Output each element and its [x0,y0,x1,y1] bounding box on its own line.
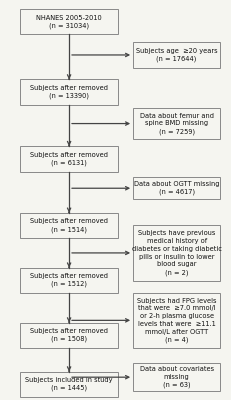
FancyBboxPatch shape [133,224,220,281]
Text: Data about covariates
missing
(n = 63): Data about covariates missing (n = 63) [140,366,214,388]
FancyBboxPatch shape [133,293,220,348]
FancyBboxPatch shape [20,146,118,172]
FancyBboxPatch shape [20,372,118,397]
Text: Subjects after removed
(n = 1508): Subjects after removed (n = 1508) [30,328,108,342]
Text: Subjects had FPG levels
that were  ≥7.0 mmol/l
or 2-h plasma glucose
levels that: Subjects had FPG levels that were ≥7.0 m… [137,298,216,343]
Text: Subjects age  ≥20 years
(n = 17644): Subjects age ≥20 years (n = 17644) [136,48,217,62]
FancyBboxPatch shape [133,42,220,68]
Text: Subjects after removed
(n = 1512): Subjects after removed (n = 1512) [30,273,108,288]
Text: Subjects have previous
medical history of
diabetes or taking diabetic
pills or i: Subjects have previous medical history o… [132,230,222,276]
FancyBboxPatch shape [20,322,118,348]
Text: Subjects after removed
(n = 13390): Subjects after removed (n = 13390) [30,85,108,99]
Text: Subjects after removed
(n = 6131): Subjects after removed (n = 6131) [30,152,108,166]
FancyBboxPatch shape [133,108,220,139]
Text: Subjects after removed
(n = 1514): Subjects after removed (n = 1514) [30,218,108,233]
FancyBboxPatch shape [133,178,220,199]
Text: NHANES 2005-2010
(n = 31034): NHANES 2005-2010 (n = 31034) [36,14,102,29]
Text: Subjects included in study
(n = 1445): Subjects included in study (n = 1445) [25,377,113,391]
FancyBboxPatch shape [20,213,118,238]
FancyBboxPatch shape [20,268,118,293]
Text: Data about OGTT missing
(n = 4617): Data about OGTT missing (n = 4617) [134,181,219,195]
FancyBboxPatch shape [20,9,118,34]
Text: Data about femur and
spine BMD missing
(n = 7259): Data about femur and spine BMD missing (… [140,112,214,134]
FancyBboxPatch shape [133,363,220,391]
FancyBboxPatch shape [20,80,118,105]
